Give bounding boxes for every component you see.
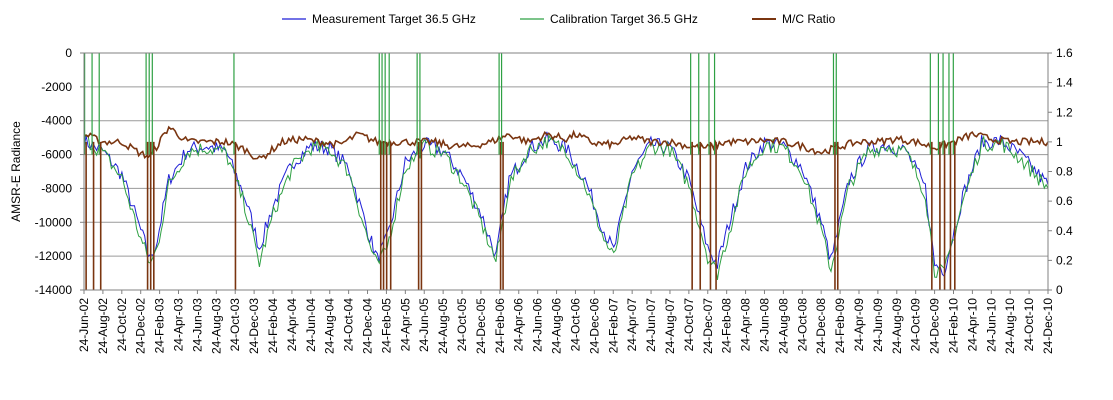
x-tick-label: 24-Feb-05 [379, 298, 393, 354]
y-axis-left: 0 -2000 -4000 -6000 -8000 -10000 -12000 -14000 [35, 46, 84, 297]
x-tick-label: 24-Feb-07 [606, 298, 620, 354]
x-tick-label: 24-Aug-02 [96, 298, 110, 354]
plot-area [84, 53, 1048, 290]
x-tick-label: 24-Dec-02 [134, 298, 148, 354]
legend-label: M/C Ratio [782, 12, 836, 26]
x-tick-label: 24-Feb-08 [720, 298, 734, 354]
x-tick-label: 24-Apr-08 [739, 298, 753, 352]
x-tick-label: 24-Oct-05 [455, 298, 469, 352]
x-tick-label: 24-Aug-05 [436, 298, 450, 354]
x-tick-label: 24-Oct-09 [909, 298, 923, 352]
x-tick-label: 24-Dec-06 [587, 298, 601, 354]
x-tick-label: 24-Apr-06 [512, 298, 526, 352]
x-tick-label: 24-Aug-06 [550, 298, 564, 354]
y-right-tick-label: 0.2 [1056, 253, 1073, 267]
y-left-tick-label: -12000 [35, 249, 73, 263]
x-tick-label: 24-Jun-04 [304, 298, 318, 352]
y-left-tick-label: -4000 [41, 114, 72, 128]
x-tick-label: 24-Aug-09 [890, 298, 904, 354]
x-tick-label: 24-Aug-07 [663, 298, 677, 354]
y-left-tick-label: -14000 [35, 283, 73, 297]
x-tick-label: 24-Oct-10 [1022, 298, 1036, 352]
y-right-tick-label: 0.4 [1056, 224, 1073, 238]
y-right-tick-label: 0.6 [1056, 194, 1073, 208]
y-left-tick-label: -6000 [41, 148, 72, 162]
x-tick-label: 24-Jun-05 [417, 298, 431, 352]
x-tick-label: 24-Dec-08 [814, 298, 828, 354]
plot-frame [83, 52, 1049, 291]
x-tick-label: 24-Feb-10 [946, 298, 960, 354]
x-tick-label: 24-Apr-09 [852, 298, 866, 352]
x-tick-label: 24-Feb-03 [153, 298, 167, 354]
x-tick-label: 24-Oct-03 [228, 298, 242, 352]
x-tick-label: 24-Jun-03 [190, 298, 204, 352]
x-tick-label: 24-Feb-09 [833, 298, 847, 354]
gridlines [84, 86, 1048, 257]
x-tick-label: 24-Dec-10 [1041, 298, 1055, 354]
legend: Measurement Target 36.5 GHz Calibration T… [282, 12, 836, 26]
x-tick-label: 24-Jun-02 [77, 298, 91, 352]
y-left-tick-label: -8000 [41, 181, 72, 195]
x-tick-label: 24-Apr-04 [285, 298, 299, 352]
y-right-tick-label: 1.4 [1056, 76, 1073, 90]
x-tick-label: 24-Jun-07 [644, 298, 658, 352]
x-tick-label: 24-Jun-10 [984, 298, 998, 352]
x-tick-label: 24-Dec-04 [361, 298, 375, 354]
x-tick-label: 24-Dec-03 [247, 298, 261, 354]
y-axis-right: 1.6 1.4 1.2 1 0.8 0.6 0.4 0.2 0 [1048, 46, 1073, 297]
x-tick-label: 24-Aug-04 [323, 298, 337, 354]
series-line-calibration [84, 134, 1048, 280]
y-right-tick-label: 1.2 [1056, 105, 1073, 119]
x-tick-label: 24-Jun-06 [531, 298, 545, 352]
x-tick-label: 24-Apr-10 [965, 298, 979, 352]
y-left-tick-label: -10000 [35, 215, 73, 229]
x-tick-label: 24-Feb-06 [493, 298, 507, 354]
x-tick-label: 24-Oct-08 [795, 298, 809, 352]
x-tick-label: 24-Dec-05 [474, 298, 488, 354]
x-tick-label: 24-Oct-04 [342, 298, 356, 352]
x-tick-label: 24-Dec-09 [928, 298, 942, 354]
x-tick-label: 24-Apr-05 [398, 298, 412, 352]
y-left-tick-label: -2000 [41, 80, 72, 94]
y-axis-left-title: AMSR-E Radiance [9, 121, 23, 222]
y-left-tick-label: 0 [65, 46, 72, 60]
series-line-mc-ratio [84, 125, 1048, 160]
legend-label: Measurement Target 36.5 GHz [312, 12, 476, 26]
x-tick-label: 24-Aug-10 [1003, 298, 1017, 354]
series-line-measurement [84, 131, 1048, 278]
x-axis: 24-Jun-02 24-Aug-02 24-Oct-02 24-Dec-02 24-F… [77, 290, 1055, 354]
y-right-tick-label: 0 [1056, 283, 1063, 297]
x-tick-label: 24-Apr-07 [625, 298, 639, 352]
y-right-tick-label: 1 [1056, 135, 1063, 149]
x-tick-label: 24-Dec-07 [701, 298, 715, 354]
x-tick-label: 24-Jun-09 [871, 298, 885, 352]
y-right-tick-label: 1.6 [1056, 46, 1073, 60]
x-tick-label: 24-Oct-07 [682, 298, 696, 352]
x-tick-label: 24-Jun-08 [757, 298, 771, 352]
x-tick-label: 24-Feb-04 [266, 298, 280, 354]
x-tick-label: 24-Aug-08 [776, 298, 790, 354]
legend-label: Calibration Target 36.5 GHz [550, 12, 698, 26]
y-right-tick-label: 0.8 [1056, 165, 1073, 179]
x-tick-label: 24-Oct-06 [568, 298, 582, 352]
x-tick-label: 24-Apr-03 [172, 298, 186, 352]
x-tick-label: 24-Aug-03 [209, 298, 223, 354]
x-tick-label: 24-Oct-02 [115, 298, 129, 352]
